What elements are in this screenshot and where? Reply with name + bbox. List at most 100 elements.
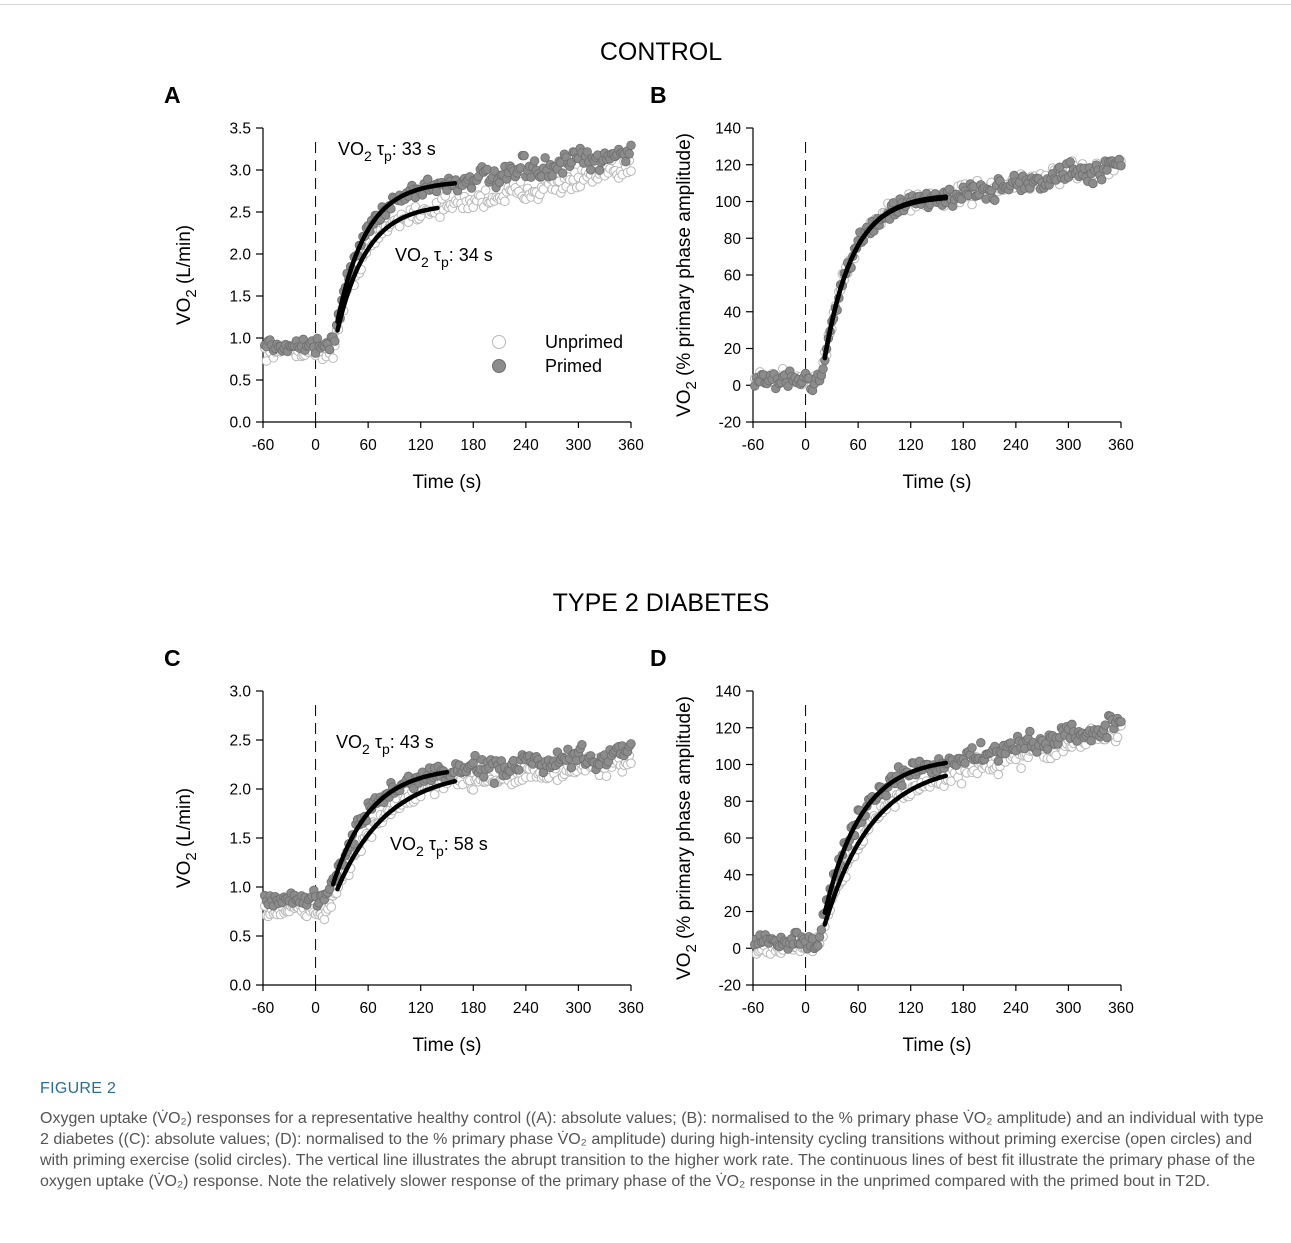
point-primed	[431, 186, 442, 197]
x-tick-label: 0	[801, 1000, 810, 1017]
y-tick-label: 100	[715, 194, 741, 211]
x-tick-label: 360	[1108, 437, 1134, 454]
x-axis-label: Time (s)	[903, 1035, 972, 1056]
point-primed	[409, 783, 419, 794]
x-tick-label: 180	[950, 437, 976, 454]
y-tick-label: 1.5	[229, 289, 251, 306]
point-unprimed	[1112, 732, 1123, 743]
panels: A -60 0 60 120 180 240 300 360 0.0 0.5 1.0 1.5 2.0 2.5…	[164, 82, 1134, 1056]
x-tick-label: 240	[513, 437, 539, 454]
tau-annotation-unprimed: VO2 τp: 58 s	[390, 834, 488, 859]
y-tick-label: 0.5	[229, 929, 251, 946]
y-tick-label: 0.5	[229, 373, 251, 390]
point-primed	[967, 743, 977, 753]
point-primed	[813, 941, 823, 951]
fit-line-unprimed	[335, 779, 458, 892]
point-primed	[626, 140, 636, 150]
x-tick-label: 360	[618, 1000, 644, 1017]
point-primed	[960, 758, 970, 768]
panel-label-d: D	[650, 645, 667, 671]
y-tick-label: -20	[719, 415, 742, 432]
x-tick-label: 180	[950, 1000, 976, 1017]
point-primed	[990, 195, 1000, 205]
point-primed	[881, 790, 891, 801]
top-rule	[0, 4, 1291, 5]
point-primed	[594, 165, 605, 176]
x-tick-label: 120	[898, 437, 924, 454]
tau-annotation-primed: VO2 τp: 33 s	[338, 139, 436, 164]
series-primed	[260, 140, 636, 358]
point-primed	[470, 750, 480, 761]
caption-text: Oxygen uptake (V̇O₂) responses for a rep…	[40, 1110, 1264, 1190]
panel-label-c: C	[164, 645, 181, 671]
x-tick-label: -60	[252, 1000, 275, 1017]
panel-b: B -60 0 60 120 180 240 300 360 -20 0 20 40 60 80 100 120…	[650, 82, 1134, 493]
legend: Unprimed Primed	[492, 332, 623, 376]
x-tick-label: 60	[360, 437, 378, 454]
y-tick-label: 0	[732, 941, 741, 958]
point-primed	[479, 772, 489, 782]
y-axis-label: VO2 (% primary phase amplitude)	[674, 133, 700, 417]
x-tick-label: 60	[360, 1000, 378, 1017]
point-unprimed	[480, 185, 491, 195]
figure-caption: FIGURE 2 Oxygen uptake (V̇O₂) responses …	[40, 1080, 1265, 1192]
y-tick-label: 2.5	[229, 733, 251, 750]
legend-label-unprimed: Unprimed	[545, 332, 623, 352]
x-tick-label: 300	[1055, 437, 1081, 454]
point-primed	[1102, 165, 1112, 175]
legend-marker-unprimed	[492, 335, 506, 349]
y-axis-label: VO2 (L/min)	[174, 788, 200, 888]
point-primed	[624, 149, 634, 159]
point-primed	[1102, 732, 1112, 743]
point-primed	[557, 168, 568, 178]
y-tick-label: 120	[715, 157, 741, 174]
y-tick-label: 60	[724, 268, 742, 285]
y-tick-label: 100	[715, 757, 741, 774]
x-tick-label: 240	[1003, 437, 1029, 454]
point-primed	[626, 739, 636, 749]
y-tick-label: 40	[724, 304, 742, 321]
point-primed	[1088, 178, 1098, 189]
x-tick-label: 360	[1108, 1000, 1134, 1017]
figure-svg: CONTROL TYPE 2 DIABETES A -60 0 60 120 180 240…	[164, 38, 1134, 1056]
x-tick-label: 240	[1003, 1000, 1029, 1017]
point-unprimed	[468, 785, 479, 795]
point-primed	[1025, 726, 1035, 737]
x-tick-label: 120	[408, 1000, 434, 1017]
point-primed	[993, 756, 1004, 766]
y-tick-label: 40	[724, 867, 742, 884]
x-axis-label: Time (s)	[413, 1035, 482, 1056]
fit-line-unprimed	[822, 773, 949, 927]
point-primed	[489, 166, 500, 176]
point-unprimed	[429, 789, 440, 800]
panel-a: A -60 0 60 120 180 240 300 360 0.0 0.5 1.0 1.5 2.0 2.5…	[164, 82, 644, 493]
x-tick-label: -60	[252, 437, 275, 454]
y-tick-label: 140	[715, 684, 741, 701]
fit-line-primed	[822, 760, 949, 915]
y-tick-label: 20	[724, 904, 742, 921]
point-primed	[540, 153, 550, 163]
point-unprimed	[500, 196, 510, 207]
section-title-t2d: TYPE 2 DIABETES	[553, 589, 770, 617]
point-primed	[816, 925, 827, 935]
point-primed	[944, 184, 954, 195]
fit-line-unprimed	[335, 205, 440, 333]
x-tick-label: 300	[565, 1000, 591, 1017]
y-tick-label: 1.0	[229, 880, 251, 897]
point-primed	[582, 147, 592, 157]
y-axis-label: VO2 (L/min)	[174, 225, 200, 325]
fit-line-primed	[335, 181, 458, 324]
y-tick-label: 1.5	[229, 831, 251, 848]
panel-d: D -60 0 60 120 180 240 300 360 -20 0 20 40 60 80 100 120…	[650, 645, 1134, 1056]
y-tick-label: 20	[724, 341, 742, 358]
legend-label-primed: Primed	[545, 356, 602, 376]
point-unprimed	[319, 914, 330, 925]
panel-c: C -60 0 60 120 180 240 300 360 0.0 0.5 1.0 1.5 2.0 2.5…	[164, 645, 644, 1056]
point-primed	[489, 778, 500, 788]
y-tick-label: 0.0	[229, 978, 251, 995]
point-unprimed	[626, 166, 636, 176]
y-tick-label: 120	[715, 720, 741, 737]
point-unprimed	[326, 902, 337, 912]
point-primed	[976, 737, 986, 748]
point-primed	[312, 333, 323, 344]
